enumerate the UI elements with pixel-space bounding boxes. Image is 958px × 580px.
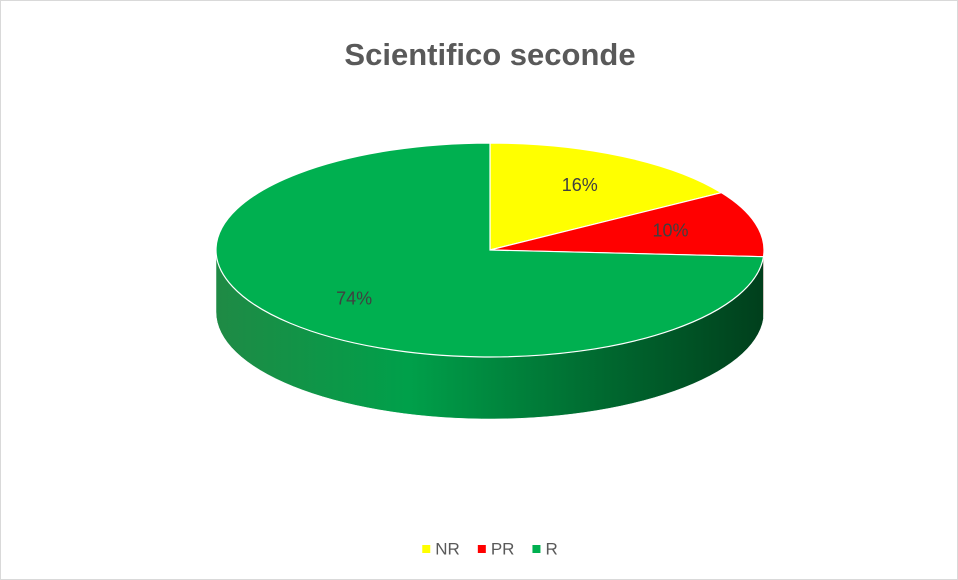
legend-swatch xyxy=(532,545,541,553)
legend-label: PR xyxy=(491,539,515,558)
data-label: 74% xyxy=(336,289,372,309)
legend-label: R xyxy=(545,539,557,558)
legend-label: NR xyxy=(435,539,460,558)
pie-slice xyxy=(489,192,765,258)
data-label: 10% xyxy=(652,221,688,241)
pie-slice xyxy=(215,142,765,358)
chart-title: Scientifico seconde xyxy=(344,37,635,72)
pie-slice xyxy=(489,142,723,251)
legend: NR PR R xyxy=(422,539,558,558)
data-label: 16% xyxy=(562,175,598,195)
legend-swatch xyxy=(422,545,431,553)
legend-swatch xyxy=(477,545,486,553)
